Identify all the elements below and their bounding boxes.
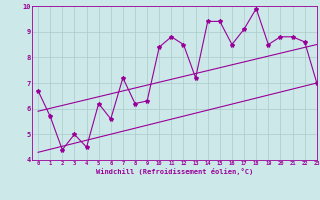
X-axis label: Windchill (Refroidissement éolien,°C): Windchill (Refroidissement éolien,°C) <box>96 168 253 175</box>
